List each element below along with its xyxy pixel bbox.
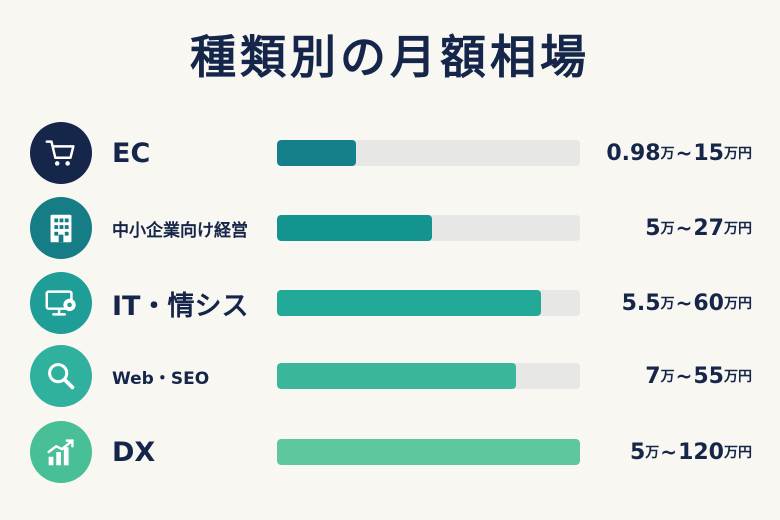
bar	[277, 140, 356, 166]
page-title: 種類別の月額相場	[190, 30, 590, 84]
range-value: 5.5	[621, 290, 661, 316]
category-label: 中小企業向け経営	[112, 220, 248, 241]
range-separator: ~	[675, 141, 693, 165]
growth-chart-icon	[30, 421, 92, 483]
range-unit: 万円	[724, 221, 752, 237]
range-separator: ~	[675, 291, 693, 315]
chart-row: EC 0.98 万 ~15 万円	[0, 115, 780, 191]
bar	[277, 439, 580, 465]
chart-row: DX 5 万 ~120 万円	[0, 414, 780, 490]
range-value: 15	[693, 140, 724, 166]
range-value: 5	[629, 439, 646, 465]
category-label: Web・SEO	[112, 368, 210, 389]
range-unit: 万円	[724, 146, 752, 162]
range-separator: ~	[660, 440, 678, 464]
range-unit: 万	[645, 445, 660, 461]
chart-row: 中小企業向け経営 5 万 ~27 万円	[0, 190, 780, 266]
category-label: IT・情シス	[112, 290, 249, 322]
range-unit: 万	[660, 369, 675, 385]
range-unit: 万円	[724, 445, 752, 461]
range-value: 7	[645, 363, 661, 389]
range-value: 60	[693, 290, 724, 316]
bar-track	[277, 140, 580, 166]
range-value: 0.98	[606, 140, 661, 166]
range-unit: 万	[660, 146, 675, 162]
chart-row: IT・情シス 5.5 万 ~60 万円	[0, 265, 780, 341]
category-label: DX	[112, 436, 156, 468]
bar	[277, 215, 432, 241]
price-range-label: 7 万 ~55 万円	[645, 338, 752, 414]
range-value: 55	[693, 363, 724, 389]
bar-track	[277, 215, 580, 241]
magnifier-icon	[30, 345, 92, 407]
range-value: 27	[693, 215, 724, 241]
cart-icon	[30, 122, 92, 184]
range-separator: ~	[675, 364, 693, 388]
bar-track	[277, 363, 580, 389]
building-icon	[30, 197, 92, 259]
bar-track	[277, 439, 580, 465]
category-label: EC	[112, 137, 151, 169]
range-unit: 万	[660, 221, 675, 237]
range-separator: ~	[675, 216, 693, 240]
monitor-gear-icon	[30, 272, 92, 334]
price-range-label: 5 万 ~27 万円	[645, 190, 752, 266]
price-range-label: 0.98 万 ~15 万円	[606, 115, 752, 191]
price-range-label: 5.5 万 ~60 万円	[622, 265, 752, 341]
bar	[277, 290, 541, 316]
range-unit: 万	[660, 296, 675, 312]
price-range-label: 5 万 ~120 万円	[630, 414, 752, 490]
range-value: 5	[645, 215, 661, 241]
range-unit: 万円	[724, 296, 752, 312]
range-unit: 万円	[724, 369, 752, 385]
bar-track	[277, 290, 580, 316]
range-value: 120	[678, 439, 724, 465]
chart-row: Web・SEO 7 万 ~55 万円	[0, 338, 780, 414]
bar	[277, 363, 516, 389]
